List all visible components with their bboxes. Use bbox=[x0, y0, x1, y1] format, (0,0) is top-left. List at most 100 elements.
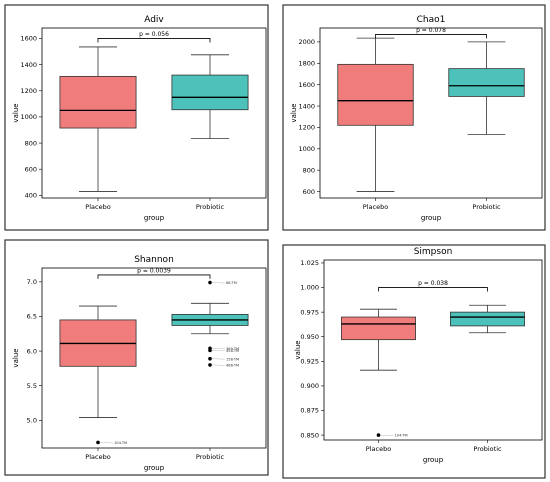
y-tick-label: 800 bbox=[303, 166, 315, 174]
y-tick-label: 5.5 bbox=[27, 382, 37, 390]
box-placebo bbox=[337, 37, 414, 192]
y-axis-label: value bbox=[12, 103, 20, 122]
chart-title: Simpson bbox=[414, 247, 453, 257]
outlier-leader bbox=[211, 348, 226, 349]
x-tick-label: Probiotic bbox=[472, 203, 501, 211]
y-tick-label: 800 bbox=[25, 139, 37, 147]
significance-bracket bbox=[97, 274, 211, 279]
panel-frame bbox=[4, 4, 269, 231]
outlier-label: 104-TM bbox=[114, 441, 127, 445]
outlier-label: 458-TM bbox=[226, 349, 239, 353]
y-tick-label: 1400 bbox=[298, 102, 315, 110]
x-tick-label: Placebo bbox=[85, 453, 110, 461]
iqr-box bbox=[337, 63, 414, 126]
chart-title: Chao1 bbox=[417, 15, 446, 25]
y-tick-label: 1600 bbox=[20, 35, 37, 43]
box-probiotic bbox=[171, 302, 249, 335]
y-tick-label: 5.0 bbox=[27, 417, 37, 425]
outlier-leader bbox=[211, 282, 226, 284]
x-tick-label: Probiotic bbox=[473, 445, 502, 453]
panel-frame bbox=[282, 244, 546, 479]
y-tick-label: 0.875 bbox=[300, 407, 319, 415]
iqr-box bbox=[450, 311, 525, 327]
y-tick-label: 1200 bbox=[20, 87, 37, 95]
y-tick-label: 0.950 bbox=[300, 333, 319, 341]
y-tick-label: 1.025 bbox=[300, 259, 319, 267]
plot-area bbox=[323, 259, 543, 441]
plot-area bbox=[41, 27, 267, 199]
box-probiotic bbox=[171, 54, 249, 139]
box-probiotic bbox=[450, 304, 525, 334]
x-tick-label: Placebo bbox=[363, 203, 388, 211]
y-axis-label: value bbox=[294, 340, 302, 359]
y-axis-label: value bbox=[12, 348, 20, 367]
chart-title: Shannon bbox=[134, 255, 174, 265]
plot-area bbox=[319, 27, 543, 199]
y-tick-label: 1000 bbox=[20, 113, 37, 121]
outlier-point bbox=[208, 356, 212, 361]
y-tick-label: 2000 bbox=[298, 38, 315, 46]
significance-label: p = 0.056 bbox=[139, 31, 169, 38]
x-tick-label: Placebo bbox=[366, 445, 391, 453]
outlier-label: 104-TM bbox=[395, 434, 408, 438]
y-tick-label: 0.900 bbox=[300, 382, 319, 390]
x-tick-label: Probiotic bbox=[196, 453, 225, 461]
y-tick-label: 1.000 bbox=[300, 284, 319, 292]
x-tick-label: Placebo bbox=[85, 203, 110, 211]
chart-panel-adiv: Adiv 400 600 800 1000 1200 1400 1600 Placebo Prob… bbox=[4, 4, 269, 231]
y-tick-label: 6.5 bbox=[27, 313, 37, 321]
y-tick-label: 400 bbox=[25, 192, 37, 200]
y-tick-label: 600 bbox=[25, 165, 37, 173]
y-tick-label: 600 bbox=[303, 188, 315, 196]
significance-bracket bbox=[378, 287, 488, 292]
y-tick-label: 1600 bbox=[298, 81, 315, 89]
y-tick-label: 0.850 bbox=[300, 431, 319, 439]
box-placebo bbox=[341, 308, 416, 371]
chart-panel-chao1: Chao1 600 800 1000 1200 1400 1600 1800 2000 Place… bbox=[282, 4, 546, 231]
iqr-box bbox=[171, 74, 249, 111]
outlier-leader bbox=[380, 434, 394, 436]
outlier-label: 486-TM bbox=[226, 364, 239, 368]
significance-label: p = 0.078 bbox=[416, 27, 446, 34]
significance-bracket bbox=[97, 38, 211, 43]
x-axis-label: group bbox=[421, 214, 442, 222]
y-tick-label: 1200 bbox=[298, 124, 315, 132]
y-tick-label: 1400 bbox=[20, 61, 37, 69]
outlier-point bbox=[208, 280, 212, 285]
plot-area bbox=[41, 267, 267, 449]
y-axis-label: value bbox=[290, 103, 298, 122]
chart-title: Adiv bbox=[144, 15, 164, 25]
outlier-point bbox=[208, 348, 212, 353]
significance-label: p = 0.038 bbox=[418, 280, 448, 287]
chart-panel-shannon: Shannon 5.0 5.5 6.0 6.5 7.0 Placebo Probiotic gr… bbox=[4, 239, 269, 476]
iqr-box bbox=[448, 68, 525, 97]
x-axis-label: group bbox=[144, 464, 165, 472]
panel-frame bbox=[282, 4, 546, 231]
y-tick-label: 6.0 bbox=[27, 347, 37, 355]
significance-label: p = 0.0039 bbox=[137, 267, 171, 274]
outlier-label: 68-TM bbox=[226, 281, 237, 285]
significance-bracket bbox=[375, 34, 487, 39]
box-placebo bbox=[59, 46, 137, 192]
outlier-leader bbox=[99, 442, 114, 444]
box-probiotic bbox=[448, 41, 525, 135]
y-tick-label: 1800 bbox=[298, 59, 315, 67]
outlier-point bbox=[376, 433, 381, 437]
outlier-leader bbox=[211, 364, 226, 366]
chart-panel-simpson: Simpson 0.850 0.875 0.900 0.925 0.950 0.975 1.0… bbox=[282, 244, 546, 479]
iqr-box bbox=[59, 75, 137, 129]
y-tick-label: 0.925 bbox=[300, 358, 319, 366]
box-placebo bbox=[59, 305, 137, 418]
x-axis-label: group bbox=[144, 214, 165, 222]
iqr-box bbox=[341, 316, 416, 341]
outlier-point bbox=[96, 440, 100, 445]
outlier-label: 369-TM bbox=[226, 347, 239, 351]
outlier-point bbox=[208, 363, 212, 367]
outlier-label: 158-TM bbox=[226, 357, 239, 361]
y-tick-label: 0.975 bbox=[300, 308, 319, 316]
outlier-leader bbox=[211, 350, 226, 352]
x-tick-label: Probiotic bbox=[196, 203, 225, 211]
panel-frame bbox=[4, 239, 269, 476]
y-tick-label: 1000 bbox=[298, 145, 315, 153]
